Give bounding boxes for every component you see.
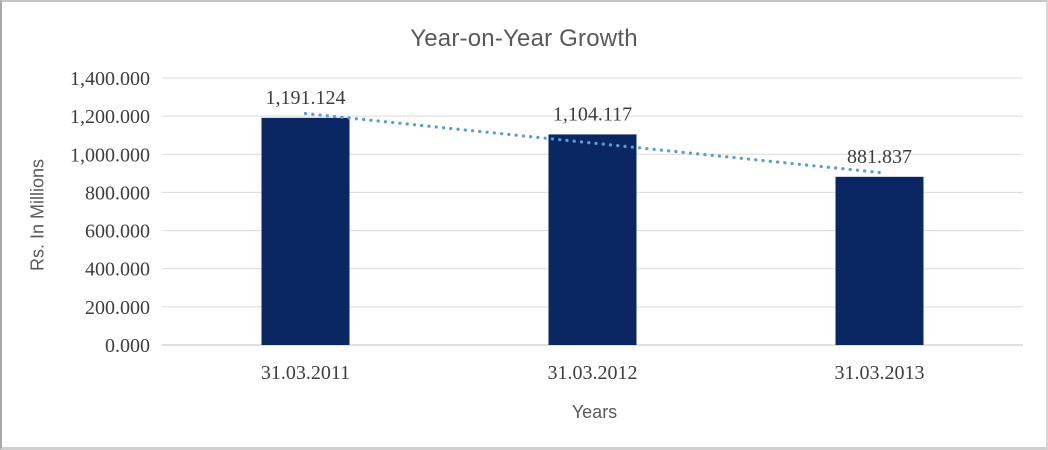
y-tick-label: 0.000 — [105, 335, 150, 357]
trendline — [303, 111, 882, 175]
bar-value-label: 1,104.117 — [553, 103, 632, 125]
chart-title: Year-on-Year Growth — [410, 25, 638, 52]
y-tick-label: 1,400.000 — [70, 68, 150, 90]
y-tick-label: 600.000 — [85, 221, 150, 243]
y-tick-label: 800.000 — [85, 182, 150, 204]
bar — [835, 176, 924, 345]
y-tick-label: 200.000 — [85, 297, 150, 319]
y-axis-title: Rs. In Millions — [27, 158, 48, 272]
bar-value-label: 881.837 — [847, 146, 912, 168]
y-tick-label: 1,200.000 — [70, 106, 150, 128]
y-tick-label: 1,000.000 — [70, 144, 150, 166]
category-label: 31.03.2011 — [261, 362, 350, 384]
x-axis-title: Years — [571, 402, 618, 422]
category-label: 31.03.2012 — [548, 362, 638, 384]
y-tick-label: 400.000 — [85, 259, 150, 281]
bar — [548, 134, 637, 345]
bar-value-label: 1,191.124 — [266, 87, 346, 109]
bar — [261, 117, 350, 346]
category-label: 31.03.2013 — [835, 362, 925, 384]
